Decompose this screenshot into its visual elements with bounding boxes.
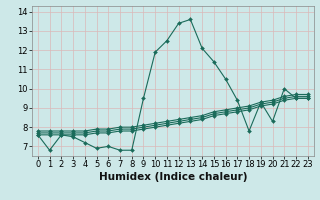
X-axis label: Humidex (Indice chaleur): Humidex (Indice chaleur) [99, 172, 247, 182]
